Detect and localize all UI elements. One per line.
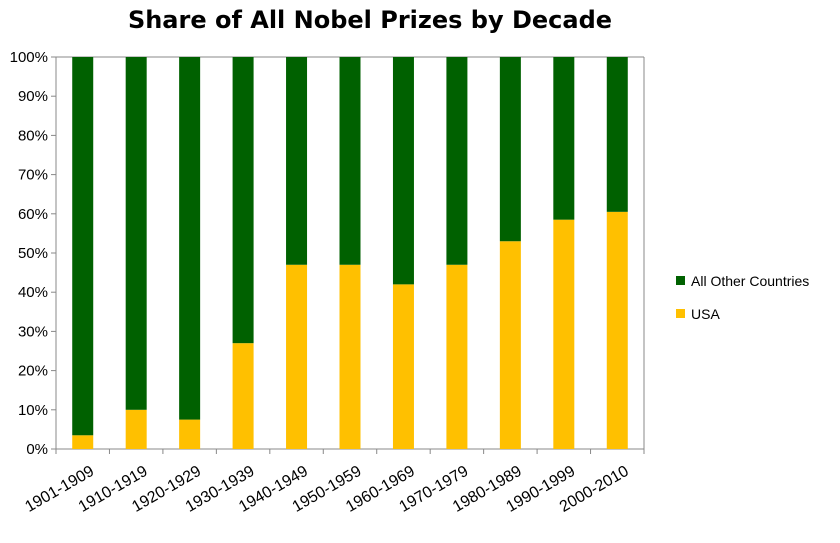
bar-other-countries <box>286 57 308 265</box>
bar-usa <box>179 419 201 449</box>
y-tick-label: 60% <box>18 206 48 223</box>
legend: All Other Countries USA <box>676 273 809 322</box>
y-tick-label: 40% <box>18 284 48 301</box>
bar-other-countries <box>232 57 254 344</box>
bar-other-countries <box>179 57 201 420</box>
bar-other-countries <box>339 57 361 265</box>
y-tick-label: 30% <box>18 323 48 340</box>
y-tick-label: 10% <box>18 402 48 419</box>
bar-usa <box>499 241 521 449</box>
bar-usa <box>72 435 94 449</box>
legend-swatch-usa <box>676 309 685 318</box>
y-tick-label: 90% <box>18 88 48 105</box>
y-tick-label: 100% <box>10 49 48 66</box>
bar-usa <box>232 343 254 449</box>
bar-usa <box>553 219 575 449</box>
chart-title: Share of All Nobel Prizes by Decade <box>128 6 612 34</box>
legend-label-usa: USA <box>691 306 720 322</box>
y-tick-label: 50% <box>18 245 48 262</box>
bar-usa <box>125 409 147 449</box>
bar-other-countries <box>125 57 147 410</box>
legend-label-other: All Other Countries <box>691 273 809 289</box>
bar-other-countries <box>553 57 575 220</box>
bar-usa <box>392 284 414 449</box>
bar-other-countries <box>499 57 521 242</box>
bar-usa <box>446 264 468 449</box>
bar-usa <box>606 211 628 449</box>
y-tick-label: 0% <box>26 441 48 458</box>
y-tick-label: 20% <box>18 363 48 380</box>
y-tick-label: 80% <box>18 127 48 144</box>
bar-other-countries <box>392 57 414 285</box>
bar-usa <box>339 264 361 449</box>
y-tick-label: 70% <box>18 167 48 184</box>
plot-area: 0%10%20%30%40%50%60%70%80%90%100%1901-19… <box>10 49 645 516</box>
bar-other-countries <box>606 57 628 212</box>
bar-other-countries <box>72 57 94 436</box>
legend-swatch-other <box>676 276 685 285</box>
bar-other-countries <box>446 57 468 265</box>
bar-usa <box>286 264 308 449</box>
